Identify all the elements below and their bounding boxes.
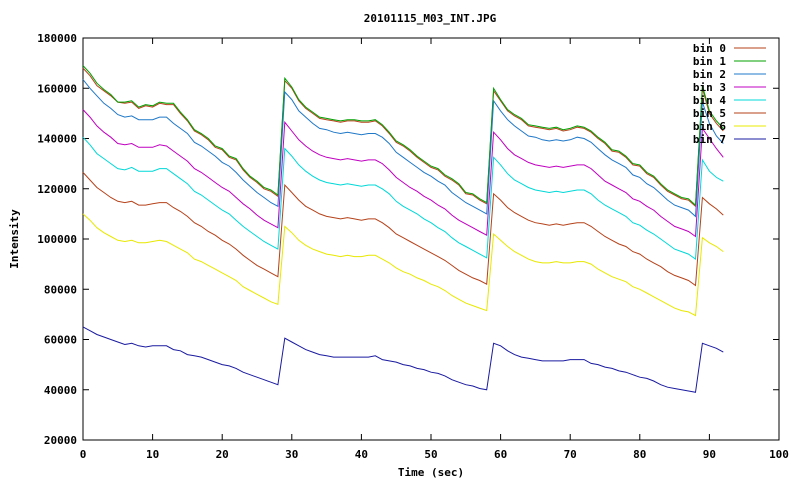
series-line-bin-4	[82, 136, 724, 261]
series-lines	[82, 65, 724, 393]
series-line-bin-5	[82, 172, 724, 287]
x-tick-label: 10	[146, 448, 159, 461]
series-line-bin-7	[82, 326, 724, 393]
x-axis: 0 10 20 30 40 50 60 70 80 90 100	[80, 38, 789, 461]
legend-label: bin 1	[693, 55, 726, 68]
y-tick-label: 100000	[37, 233, 77, 246]
y-tick-label: 40000	[44, 384, 77, 397]
legend-label: bin 6	[693, 120, 726, 133]
y-tick-label: 120000	[37, 183, 77, 196]
x-tick-label: 100	[769, 448, 789, 461]
series-line-bin-0	[82, 67, 724, 208]
y-tick-label: 60000	[44, 334, 77, 347]
x-tick-label: 40	[355, 448, 368, 461]
series-line-bin-1	[82, 65, 724, 207]
x-tick-label: 30	[285, 448, 298, 461]
x-tick-label: 50	[424, 448, 437, 461]
chart-title: 20101115_M03_INT.JPG	[364, 12, 497, 25]
series-line-bin-6	[82, 213, 724, 317]
y-axis-label: Intensity	[8, 209, 21, 269]
series-line-bin-2	[82, 79, 724, 218]
x-axis-label: Time (sec)	[398, 466, 464, 479]
plot-frame	[82, 37, 780, 441]
x-tick-label: 70	[564, 448, 577, 461]
legend-label: bin 2	[693, 68, 726, 81]
x-tick-label: 0	[80, 448, 87, 461]
x-tick-label: 20	[216, 448, 229, 461]
legend-label: bin 4	[693, 94, 726, 107]
y-tick-label: 80000	[44, 283, 77, 296]
x-tick-label: 80	[633, 448, 646, 461]
x-tick-label: 90	[703, 448, 716, 461]
x-tick-label: 60	[494, 448, 507, 461]
y-tick-label: 20000	[44, 434, 77, 447]
legend-label: bin 7	[693, 133, 726, 146]
legend-label: bin 0	[693, 42, 726, 55]
y-tick-label: 160000	[37, 82, 77, 95]
y-tick-label: 140000	[37, 133, 77, 146]
series-line-bin-3	[82, 109, 724, 238]
y-tick-label: 180000	[37, 32, 77, 45]
legend-label: bin 5	[693, 107, 726, 120]
legend-label: bin 3	[693, 81, 726, 94]
y-axis: 20000 40000 60000 80000 100000 120000 140000 16…	[37, 32, 779, 447]
